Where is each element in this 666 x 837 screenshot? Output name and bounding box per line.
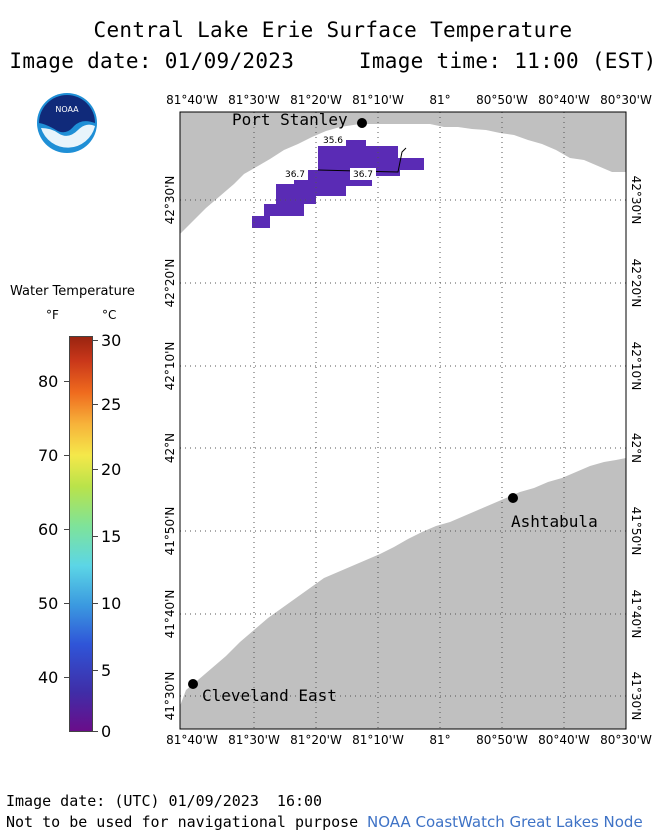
lat-label-right: 41°40'N [629,590,643,639]
lat-label-right: 41°30'N [629,672,643,721]
contour-label: 36.7 [285,170,305,180]
celsius-tick-mark [93,536,98,537]
lat-label-right: 41°50'N [629,507,643,556]
fahrenheit-tick: 50 [38,594,59,613]
lon-label-bottom: 81°40'W [166,733,218,747]
navigation-disclaimer: Not to be used for navigational purpose [6,813,359,831]
fahrenheit-tick: 80 [38,372,59,391]
temperature-colorbar [69,336,93,732]
celsius-tick: 20 [101,460,122,479]
lat-label-left: 42°30'N [163,176,177,225]
south-shore-land [180,458,626,729]
lon-label-bottom: 81°30'W [228,733,280,747]
fahrenheit-tick-mark [64,603,69,604]
celsius-tick-mark [93,469,98,470]
celsius-tick-mark [93,340,98,341]
lat-label-right: 42°N [629,433,643,463]
fahrenheit-tick: 70 [38,446,59,465]
contour-label-box [282,168,308,180]
contour-label: 36.7 [353,170,373,180]
noaa-logo-icon: NOAA [37,93,97,153]
contour-label-box [320,134,346,146]
lon-label-top: 81°30'W [228,93,280,107]
lon-label-bottom: 80°50'W [476,733,528,747]
lon-label-top: 81°40'W [166,93,218,107]
lon-label-bottom: 81°20'W [290,733,342,747]
celsius-tick: 30 [101,331,122,350]
celsius-tick-mark [93,603,98,604]
celsius-tick-mark [93,404,98,405]
lat-label-left: 41°50'N [163,507,177,556]
celsius-tick-mark [93,731,98,732]
celsius-tick: 0 [101,722,112,741]
lat-label-right: 42°10'N [629,342,643,391]
utc-image-date: Image date: (UTC) 01/09/2023 16:00 [6,792,323,810]
fahrenheit-tick: 60 [38,520,59,539]
contour-label-box [350,168,376,180]
coastwatch-credit-link[interactable]: NOAA CoastWatch Great Lakes Node [367,813,643,831]
lon-label-bottom: 81°10'W [352,733,404,747]
contour-label: 35.6 [323,136,343,146]
lon-label-bottom: 81° [429,733,450,747]
north-shore-land [180,112,626,234]
lat-label-left: 42°N [163,433,177,463]
map-title: Central Lake Erie Surface Temperature [93,18,573,42]
lat-label-right: 42°20'N [629,259,643,308]
lat-label-left: 41°30'N [163,672,177,721]
lat-label-right: 42°30'N [629,176,643,225]
lon-label-bottom: 80°40'W [538,733,590,747]
lon-label-top: 81° [429,93,450,107]
noaa-logo-text: NOAA [55,105,79,114]
city-marker [357,118,367,128]
map-frame [179,111,627,730]
lon-label-top: 80°30'W [600,93,652,107]
legend-unit-celsius: °C [102,308,117,322]
surface-temperature-patch [252,140,424,228]
celsius-tick: 15 [101,527,122,546]
city-label-cleveland-east: Cleveland East [202,686,337,705]
lon-label-top: 80°50'W [476,93,528,107]
lon-label-top: 81°20'W [290,93,342,107]
celsius-tick-mark [93,670,98,671]
lon-label-bottom: 80°30'W [600,733,652,747]
celsius-tick: 5 [101,661,112,680]
legend-title: Water Temperature [10,284,135,299]
city-marker [508,493,518,503]
lat-label-left: 42°20'N [163,259,177,308]
city-label-port-stanley: Port Stanley [232,110,348,129]
fahrenheit-tick: 40 [38,668,59,687]
lat-label-left: 42°10'N [163,342,177,391]
lon-label-top: 80°40'W [538,93,590,107]
city-marker [188,679,198,689]
lon-label-top: 81°10'W [352,93,404,107]
city-label-ashtabula: Ashtabula [511,512,598,531]
fahrenheit-tick-mark [64,455,69,456]
fahrenheit-tick-mark [64,677,69,678]
fahrenheit-tick-mark [64,381,69,382]
image-date-time: Image date: 01/09/2023 Image time: 11:00… [9,49,657,73]
celsius-tick: 25 [101,395,122,414]
lat-label-left: 41°40'N [163,590,177,639]
legend-unit-fahrenheit: °F [46,308,59,322]
fahrenheit-tick-mark [64,529,69,530]
celsius-tick: 10 [101,594,122,613]
